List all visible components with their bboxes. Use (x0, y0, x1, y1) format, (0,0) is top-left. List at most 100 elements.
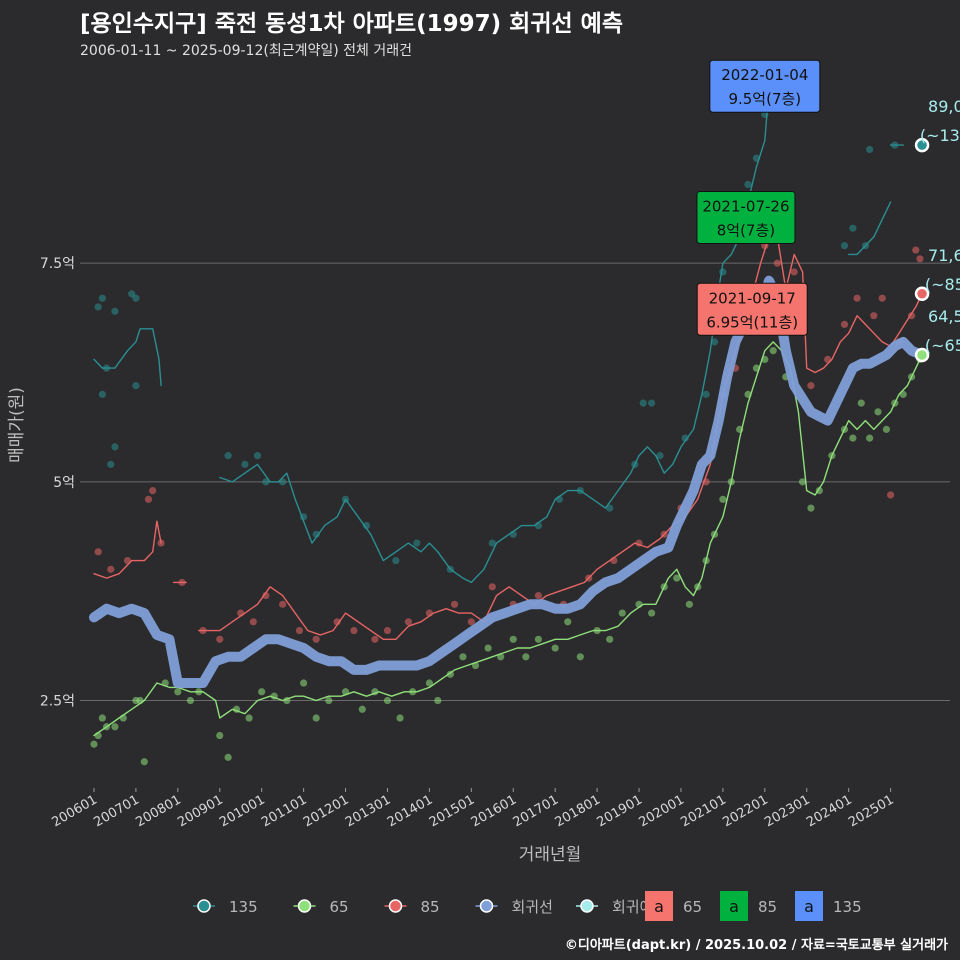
scatter-point-65 (98, 714, 106, 722)
scatter-point-85 (279, 600, 287, 608)
annotation-box-85 (696, 190, 796, 244)
scatter-point-135 (744, 180, 752, 189)
prediction-value-label: 64,550 (928, 307, 960, 326)
scatter-point-65 (551, 644, 559, 652)
scatter-point-65 (606, 635, 614, 643)
scatter-point-65 (459, 653, 467, 661)
prediction-points: 89,000 (~135㎡) 71,600 (~85㎡) 64,550 (~65㎡) (914, 97, 960, 363)
scatter-point-65 (618, 609, 626, 617)
scatter-point-65 (484, 644, 492, 652)
x-tick-label: 202501 (846, 792, 896, 830)
scatter-point-65 (358, 705, 366, 713)
scatter-point-65 (564, 618, 572, 626)
scatter-point-65 (807, 504, 815, 512)
scatter-point-85 (216, 635, 224, 643)
scatter-point-85 (790, 268, 798, 276)
scatter-point-135 (362, 521, 371, 530)
scatter-point-135 (312, 530, 320, 538)
scatter-point-65 (522, 653, 530, 661)
scatter-point-85 (333, 618, 341, 626)
legend-box-glyph: a (804, 897, 814, 916)
series-line-65 (93, 341, 923, 737)
prediction-point-85 (914, 286, 930, 302)
scatter-point-65 (224, 753, 232, 761)
scatter-point-65 (425, 679, 433, 687)
scatter-point-135 (656, 452, 664, 460)
scatter-point-85 (295, 626, 304, 635)
prediction-value-label: 71,600 (928, 246, 960, 265)
x-tick-label: 201201 (301, 792, 351, 830)
prediction-area-label: (~135㎡) (920, 126, 960, 145)
series-line-135 (848, 201, 892, 256)
scatter-point-85 (144, 495, 153, 503)
legend-label: 85 (421, 898, 440, 916)
grid-lines (80, 262, 950, 702)
chart-subtitle: 2006-01-11 ~ 2025-09-12(최근계약일) 전체 거래건 (80, 43, 412, 59)
x-tick-label: 201801 (553, 792, 603, 830)
x-tick-label: 201301 (343, 792, 393, 830)
annotation-date: 2021-09-17 (709, 289, 796, 307)
annotation-price: 9.5억(7층) (728, 90, 801, 108)
scatter-point-85 (404, 618, 413, 626)
scatter-point-85 (249, 618, 257, 626)
x-tick-label: 202201 (720, 792, 770, 830)
scatter-point-85 (371, 635, 379, 643)
x-tick-label: 201001 (217, 792, 267, 830)
annotation-price: 8억(7층) (717, 221, 775, 239)
scatter-point-85 (887, 491, 895, 499)
scatter-point-85 (870, 312, 878, 320)
scatter-point-65 (300, 679, 308, 687)
scatter-point-85 (912, 246, 920, 254)
scatter-point-65 (396, 714, 404, 722)
scatter-point-85 (383, 626, 392, 635)
scatter-point-65 (325, 696, 333, 705)
x-tick-label: 201501 (427, 792, 477, 830)
legend-marker (479, 899, 494, 913)
x-tick-label: 201601 (469, 792, 519, 830)
scatter-point-65 (874, 408, 882, 416)
scatter-point-65 (446, 670, 454, 678)
prediction-point-135 (914, 137, 930, 153)
prediction-point-65 (914, 347, 930, 363)
annotation-date: 2022-01-04 (721, 66, 808, 84)
scatter-point-85 (450, 600, 459, 608)
scatter-point-85 (107, 565, 115, 573)
scatter-point-135 (866, 145, 874, 154)
scatter-point-135 (98, 294, 106, 302)
scatter-point-65 (849, 434, 857, 442)
scatter-point-65 (186, 696, 195, 705)
scatter-point-135 (849, 224, 857, 232)
series-line-135 (93, 328, 162, 387)
y-tick-label: 5억 (53, 475, 75, 491)
scatter-point-65 (312, 714, 320, 722)
x-tick-label: 201701 (511, 792, 561, 830)
legend-box-label: 135 (833, 898, 862, 916)
scatter-point-135 (606, 504, 614, 512)
scatter-point-85 (534, 591, 543, 600)
scatter-point-135 (98, 390, 106, 398)
y-tick-label: 7.5억 (40, 256, 75, 272)
scatter-point-135 (488, 539, 496, 547)
x-tick-label: 200601 (49, 792, 99, 830)
scatter-point-65 (648, 609, 656, 617)
scatter-point-85 (312, 635, 320, 643)
scatter-point-85 (840, 320, 849, 329)
scatter-point-65 (882, 425, 891, 433)
legend-box-glyph: a (729, 897, 739, 916)
scatter-point-65 (576, 653, 584, 661)
scatter-point-85 (350, 626, 358, 635)
scatter-point-135 (94, 303, 102, 311)
scatter-point-65 (857, 399, 865, 407)
scatter-point-85 (807, 382, 815, 390)
scatter-point-135 (639, 399, 647, 407)
scatter-point-135 (262, 478, 270, 486)
legend-box (795, 891, 823, 921)
scatter-point-135 (111, 443, 119, 451)
scatter-point-65 (673, 574, 681, 582)
scatter-point-85 (916, 255, 924, 263)
scatter-point-135 (702, 390, 710, 398)
scatter-point-65 (685, 600, 693, 608)
scatter-point-65 (90, 740, 98, 748)
x-tick-label: 200701 (91, 792, 141, 830)
